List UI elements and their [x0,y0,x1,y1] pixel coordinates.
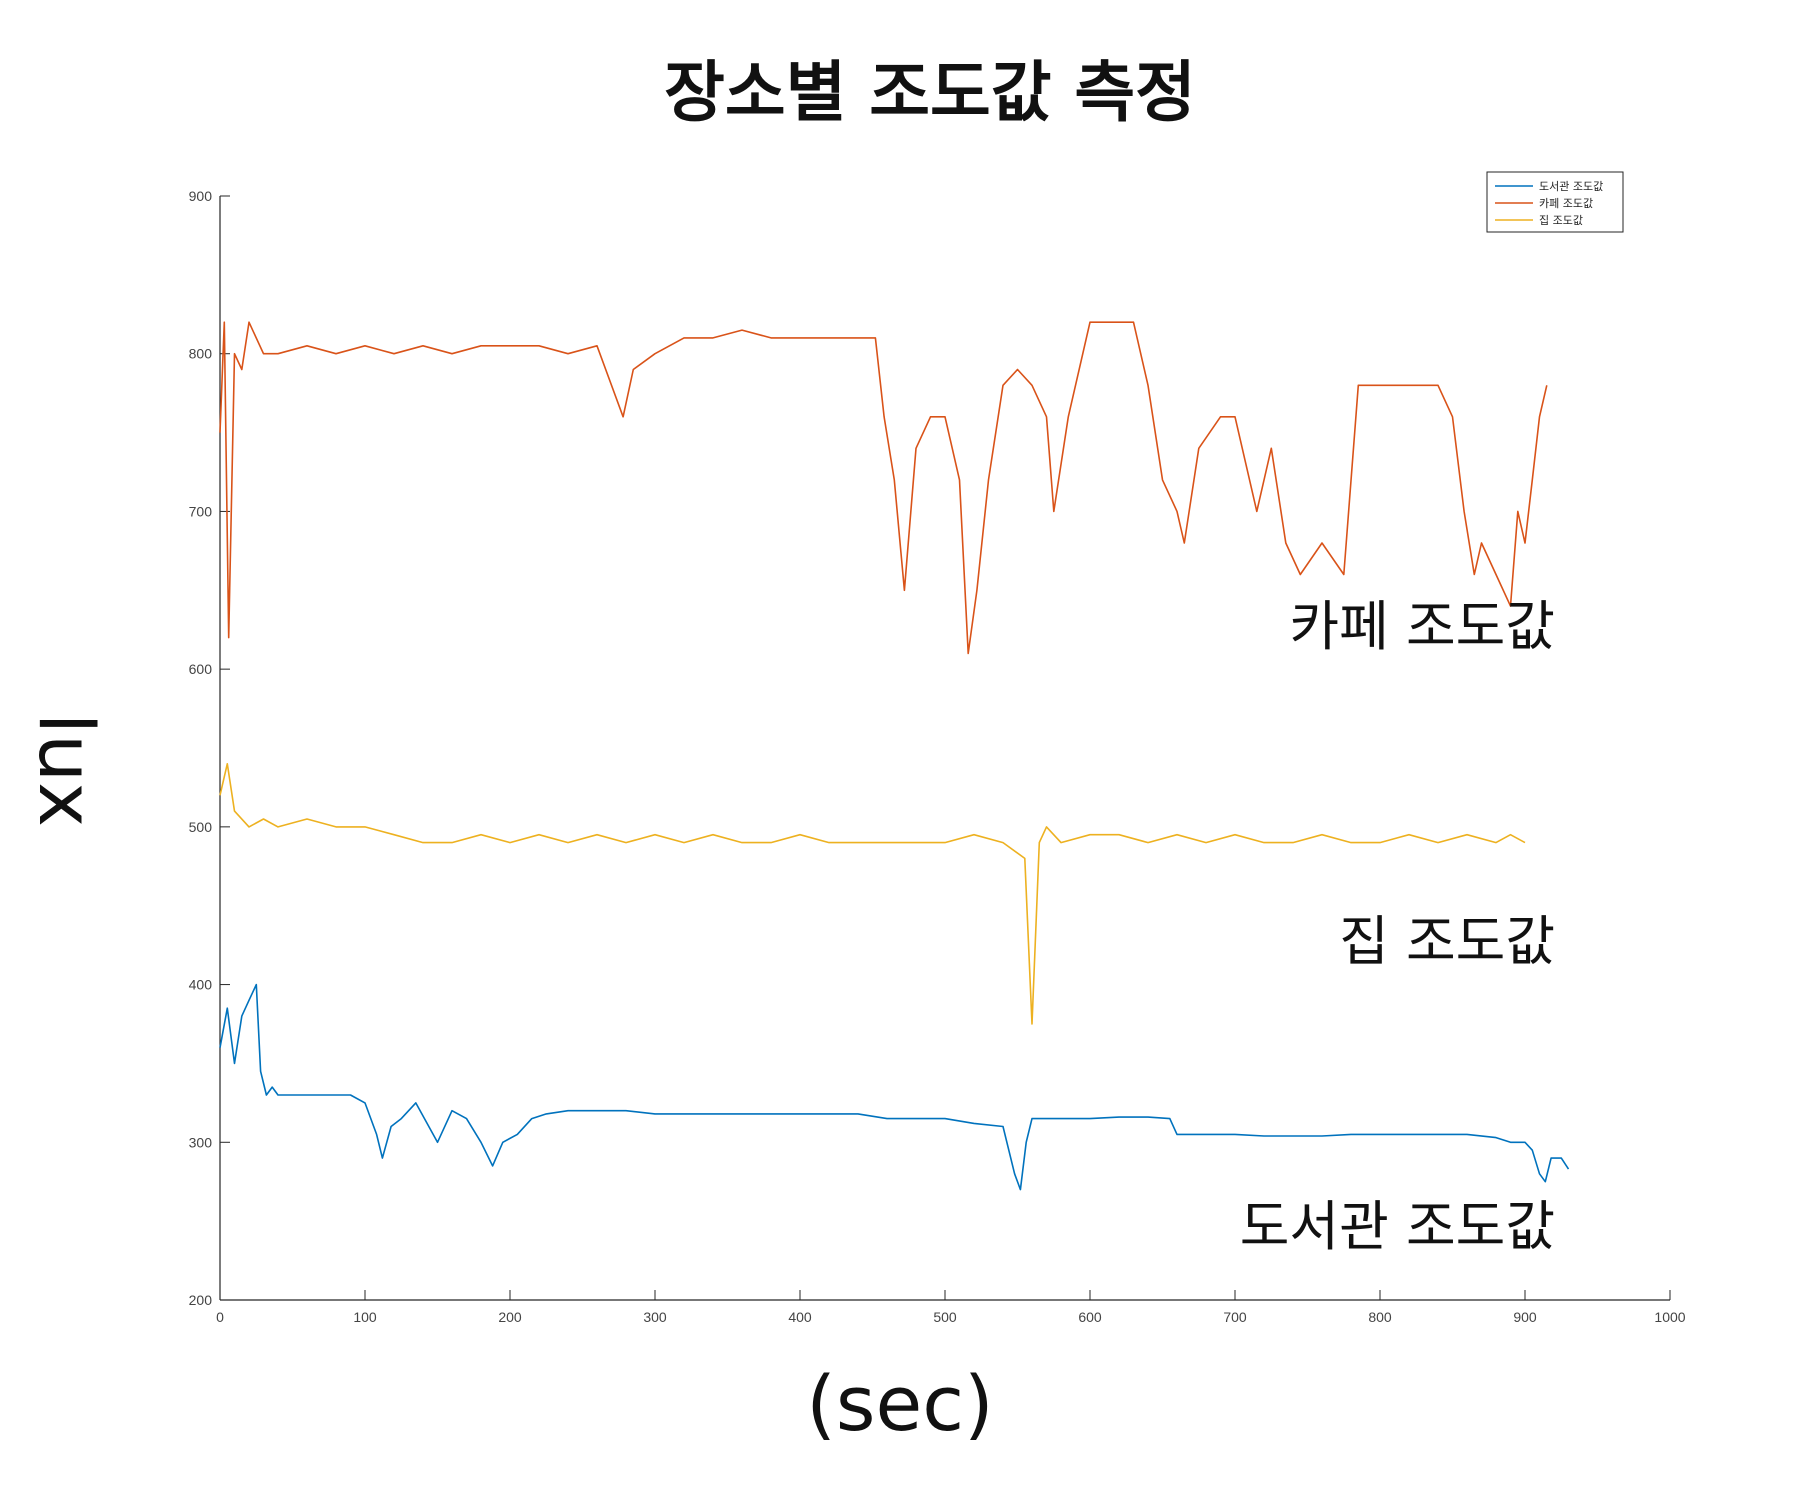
chart-title: 장소별 조도값 측정 [664,54,1196,131]
x-axis: 0 100 200 300 400 500 600 700 800 900 1000 [216,1290,1686,1325]
x-axis-label: (sec) [806,1359,993,1448]
x-tick-label: 900 [1513,1309,1537,1325]
x-tick-label: 700 [1223,1309,1247,1325]
y-tick-label: 200 [189,1292,213,1308]
y-tick-label: 700 [189,503,213,519]
x-tick-label: 300 [643,1309,667,1325]
y-tick-label: 800 [189,346,213,362]
legend-label: 카페 조도값 [1539,197,1593,210]
y-axis: 200 300 400 500 600 700 800 900 [189,188,230,1308]
x-tick-label: 600 [1078,1309,1102,1325]
legend-label: 집 조도값 [1539,214,1583,227]
x-tick-label: 800 [1368,1309,1392,1325]
x-tick-label: 200 [498,1309,522,1325]
annotation-cafe: 카페 조도값 [1289,595,1555,658]
x-tick-label: 100 [353,1309,377,1325]
x-tick-label: 500 [933,1309,957,1325]
annotation-library: 도서관 조도값 [1240,1195,1555,1258]
y-tick-label: 300 [189,1134,213,1150]
legend-box [1486,171,1624,233]
x-tick-label: 1000 [1654,1309,1685,1325]
series-cafe [219,321,1548,655]
legend-label: 도서관 조도값 [1539,180,1603,193]
y-axis-label: lux [22,713,111,827]
annotation-home: 집 조도값 [1339,910,1555,973]
series-home [219,762,1526,1025]
y-tick-label: 400 [189,977,213,993]
y-tick-label: 900 [189,188,213,204]
series-lines [219,321,1570,1191]
x-tick-label: 0 [216,1309,224,1325]
series-library [219,983,1570,1191]
y-tick-label: 600 [189,661,213,677]
x-tick-label: 400 [788,1309,812,1325]
y-tick-label: 500 [189,819,213,835]
